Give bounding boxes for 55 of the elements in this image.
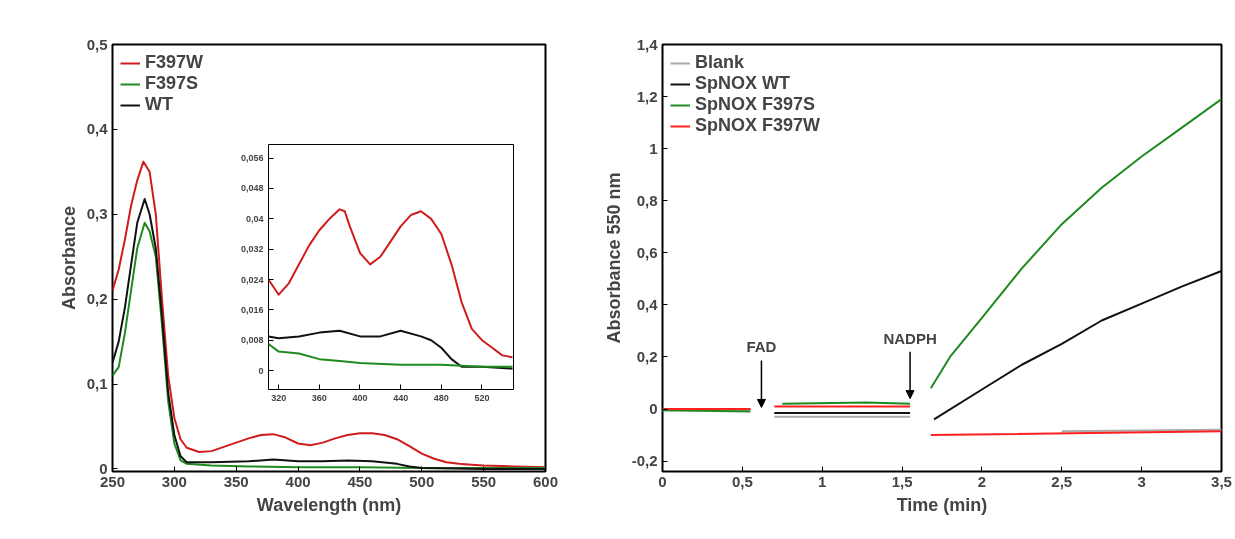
legend-label: F397W (145, 52, 204, 73)
annotation: FAD (746, 338, 777, 356)
y-tick-label: 0,8 (636, 191, 658, 209)
y-tick-label: 0,024 (240, 274, 264, 285)
legend-label: SpNOX WT (695, 73, 790, 94)
y-axis-title: Absorbance 550 nm (603, 172, 624, 344)
y-tick-label: 0,032 (240, 244, 264, 255)
y-tick-label: 0,1 (86, 375, 108, 393)
annotation: NADPH (883, 329, 937, 347)
x-tick-label: 1,5 (891, 472, 913, 490)
y-tick-label: 0,056 (240, 153, 264, 164)
legend-label: F397S (145, 73, 199, 94)
x-tick-label: 400 (285, 472, 311, 490)
y-tick-label: 0 (99, 459, 108, 477)
x-tick-label: 520 (474, 392, 490, 403)
x-tick-label: 1 (818, 472, 827, 490)
x-tick-label: 480 (433, 392, 449, 403)
x-tick-label: 3 (1137, 472, 1146, 490)
y-tick-label: 1 (649, 139, 658, 157)
legend-label: Blank (695, 52, 745, 73)
x-tick-label: 440 (393, 392, 409, 403)
y-tick-label: 1,4 (636, 35, 659, 53)
y-tick-label: 0,4 (636, 295, 659, 313)
x-tick-label: 3,5 (1211, 472, 1232, 490)
y-axis-title: Absorbance (58, 205, 79, 311)
y-tick-label: 0,4 (86, 120, 109, 138)
x-tick-label: 600 (532, 472, 559, 490)
x-tick-label: 2,5 (1051, 472, 1073, 490)
y-tick-label: 0,6 (636, 243, 658, 261)
y-tick-label: 1,2 (636, 87, 658, 105)
x-tick-label: 320 (271, 392, 287, 403)
y-tick-label: 0,5 (86, 35, 108, 53)
legend-label: SpNOX F397S (695, 94, 816, 115)
x-tick-label: 0,5 (731, 472, 753, 490)
x-tick-label: 500 (409, 472, 435, 490)
x-axis-title: Wavelength (nm) (256, 494, 402, 515)
x-tick-label: 550 (471, 472, 497, 490)
x-tick-label: 360 (311, 392, 327, 403)
legend-label: SpNOX F397W (695, 115, 821, 136)
y-tick-label: 0,008 (240, 335, 264, 346)
x-tick-label: 400 (352, 392, 368, 403)
x-tick-label: 300 (161, 472, 187, 490)
x-axis-title: Time (min) (896, 494, 988, 515)
y-tick-label: 0,3 (86, 205, 108, 223)
y-tick-label: 0,048 (240, 183, 264, 194)
x-tick-label: 350 (223, 472, 249, 490)
y-tick-label: 0,04 (245, 213, 264, 224)
y-tick-label: 0 (258, 365, 264, 376)
legend-label: WT (145, 94, 173, 115)
y-tick-label: 0,2 (86, 290, 108, 308)
y-tick-label: -0,2 (631, 452, 658, 470)
x-tick-label: 2 (977, 472, 987, 490)
y-tick-label: 0,2 (636, 347, 658, 365)
x-tick-label: 450 (347, 472, 373, 490)
y-tick-label: 0,016 (240, 304, 264, 315)
